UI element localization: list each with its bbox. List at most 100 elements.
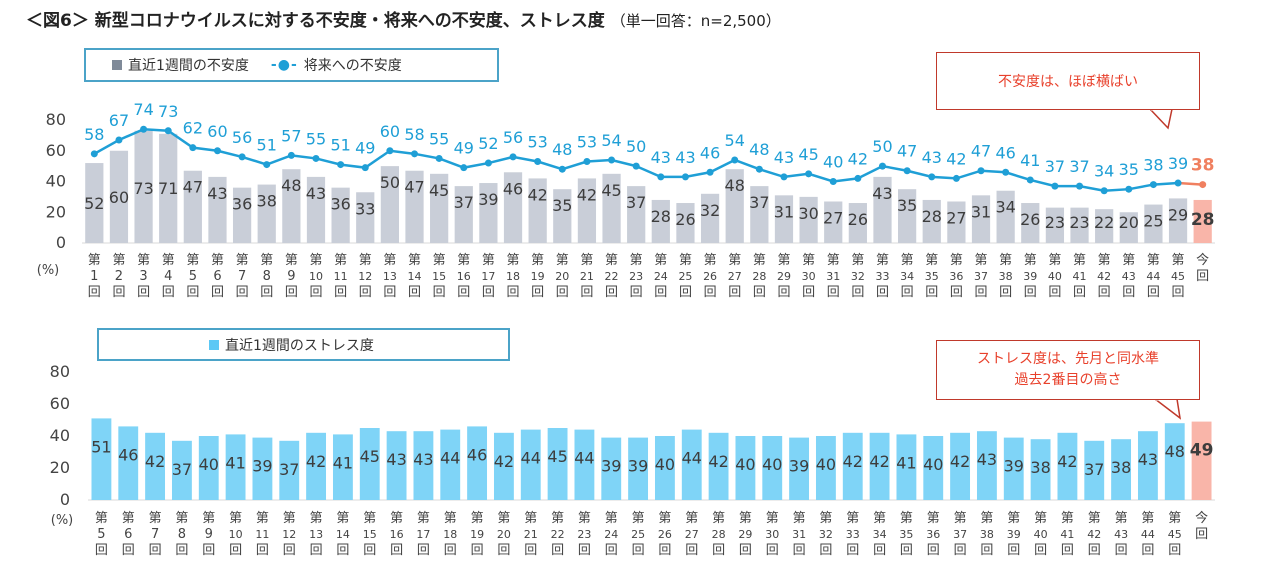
top-xtick-label: 回 xyxy=(827,285,840,300)
top-line-point xyxy=(435,154,443,162)
bottom-xtick-label: 回 xyxy=(712,543,725,558)
bottom-xtick-label: 第 xyxy=(846,511,859,526)
bottom-bar-value-label: 37 xyxy=(1084,460,1104,479)
bottom-xtick-label: 第 xyxy=(363,511,376,526)
top-bar xyxy=(528,178,547,243)
top-line-value-label: 56 xyxy=(503,128,523,147)
top-xtick-label: 回 xyxy=(679,285,692,300)
top-xtick-label: 29 xyxy=(777,270,791,283)
top-xtick-label: 2 xyxy=(115,269,123,284)
callout-top-pointer xyxy=(1148,108,1173,130)
bottom-bar xyxy=(413,431,434,500)
top-bar xyxy=(134,130,153,243)
top-line-point xyxy=(1174,179,1182,187)
top-line-point xyxy=(164,127,172,135)
bottom-xtick-label: 39 xyxy=(1007,528,1021,541)
top-line-value-label: 60 xyxy=(380,122,400,141)
top-line-point xyxy=(509,153,517,161)
bottom-bar-value-label: 40 xyxy=(816,455,836,474)
bottom-bar-value-label: 39 xyxy=(628,457,648,476)
top-bar-value-label: 31 xyxy=(774,202,794,221)
bottom-bar xyxy=(762,436,783,500)
top-line-point xyxy=(460,164,468,172)
top-line-value-label: 37 xyxy=(1045,157,1065,176)
top-xtick-label: 18 xyxy=(506,270,520,283)
top-bar-value-label: 35 xyxy=(897,196,917,215)
top-line-value-label: 45 xyxy=(798,145,818,164)
top-line-value-label: 54 xyxy=(725,131,745,150)
bottom-bar xyxy=(1191,421,1212,500)
top-bar xyxy=(257,184,276,243)
top-line-point xyxy=(829,178,837,185)
bottom-bar xyxy=(91,418,112,500)
bottom-bar xyxy=(681,429,702,500)
top-bar-value-label: 42 xyxy=(527,185,547,204)
bottom-bar-value-label: 39 xyxy=(789,457,809,476)
top-bar xyxy=(1095,209,1114,243)
top-xtick-label: 回 xyxy=(777,285,790,300)
bottom-bar xyxy=(198,436,219,500)
top-xtick-label: 12 xyxy=(358,270,372,283)
bottom-xtick-label: 回 xyxy=(954,543,967,558)
legend-stress-label: 直近1週間のストレス度 xyxy=(225,337,374,354)
top-bar-value-label: 45 xyxy=(601,181,621,200)
bottom-bar xyxy=(842,432,863,500)
top-xtick-label: 回 xyxy=(925,285,938,300)
bottom-xtick-label: 回 xyxy=(283,543,296,558)
legend-stress-swatch xyxy=(209,339,219,350)
callout-bottom-line2: 過去2番目の高さ xyxy=(1014,372,1122,388)
bottom-xtick-label: 回 xyxy=(390,543,403,558)
bottom-bar-value-label: 43 xyxy=(413,450,433,469)
callout-top: 不安度は、ほぼ横ばい xyxy=(936,52,1200,110)
top-line-point xyxy=(1051,182,1059,190)
top-xtick-label: 第 xyxy=(112,253,125,268)
legend-bar-label: 直近1週間の不安度 xyxy=(128,58,249,74)
bottom-xtick-label: 回 xyxy=(95,543,108,558)
bottom-xtick-label: 回 xyxy=(417,543,430,558)
top-ylabel: (%) xyxy=(37,263,60,278)
top-bar xyxy=(824,201,843,243)
top-ytick-label: 20 xyxy=(46,202,66,221)
top-line-point xyxy=(558,165,566,173)
bottom-xtick-label: 回 xyxy=(202,543,215,558)
top-xtick-label: 第 xyxy=(630,253,643,268)
top-xtick-label: 第 xyxy=(309,253,322,268)
top-xtick-label: 27 xyxy=(728,270,742,283)
bottom-bar-value-label: 39 xyxy=(1004,457,1024,476)
top-bar-value-label: 37 xyxy=(454,193,474,212)
top-line-point xyxy=(608,156,616,164)
bottom-bar xyxy=(1003,437,1024,500)
bottom-xtick-label: 35 xyxy=(899,528,913,541)
bottom-xtick-label: 第 xyxy=(605,511,618,526)
top-xtick-label: 第 xyxy=(679,253,692,268)
bottom-xtick-label: 第 xyxy=(551,511,564,526)
top-xtick-label: 第 xyxy=(728,253,741,268)
top-xtick-label: 19 xyxy=(531,270,545,283)
top-line-point xyxy=(1100,187,1108,195)
top-line-point xyxy=(484,159,492,167)
top-bar-value-label: 27 xyxy=(823,208,843,227)
top-bar xyxy=(183,170,202,243)
top-xtick-label: 16 xyxy=(457,270,471,283)
top-line-point xyxy=(731,156,739,164)
top-xtick-label: 回 xyxy=(630,285,643,300)
bottom-xtick-label: 第 xyxy=(766,511,779,526)
top-xtick-label: 回 xyxy=(112,285,125,300)
bottom-bar xyxy=(332,434,353,500)
legend-top: 直近1週間の不安度 -●- 将来への不安度 xyxy=(84,48,499,82)
bottom-bar xyxy=(386,431,407,500)
top-bar xyxy=(1193,199,1212,243)
top-xtick-label: 回 xyxy=(457,285,470,300)
top-line-value-label: 40 xyxy=(823,153,843,172)
top-line-point xyxy=(287,151,295,159)
bottom-xtick-label: 28 xyxy=(712,528,726,541)
bottom-xtick-label: 27 xyxy=(685,528,699,541)
bottom-xtick-label: 第 xyxy=(336,511,349,526)
top-line-value-label: 55 xyxy=(429,129,449,148)
bottom-xtick-label: 今 xyxy=(1195,510,1208,526)
top-line-value-label: 67 xyxy=(109,111,129,130)
top-xtick-label: 回 xyxy=(408,285,421,300)
bottom-xtick-label: 回 xyxy=(1061,543,1074,558)
top-bar-value-label: 37 xyxy=(749,193,769,212)
bottom-bar xyxy=(252,437,273,500)
